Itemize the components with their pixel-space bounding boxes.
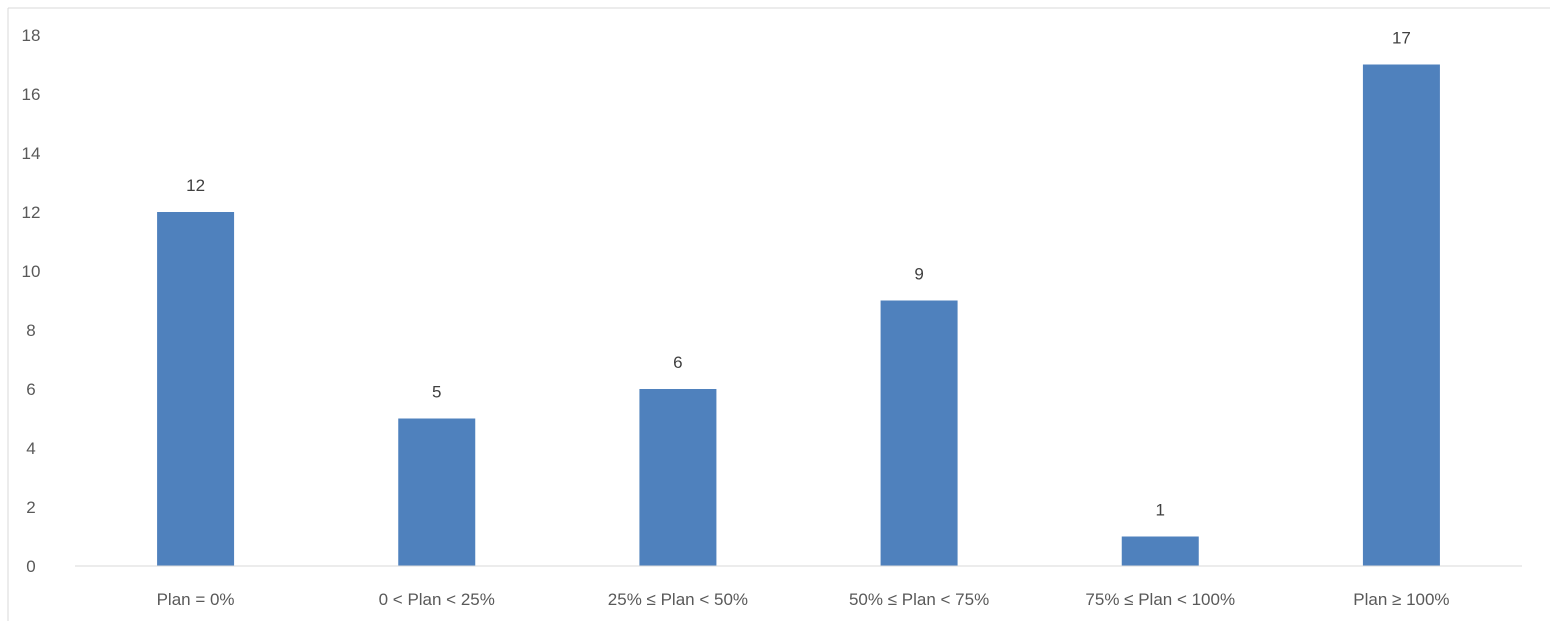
data-label: 12 xyxy=(186,176,205,195)
data-label: 9 xyxy=(914,265,923,284)
y-tick-label: 14 xyxy=(22,144,41,163)
data-label: 5 xyxy=(432,383,441,402)
bar xyxy=(157,212,235,566)
y-tick-label: 2 xyxy=(26,498,35,517)
x-tick-label: 75% ≤ Plan < 100% xyxy=(1085,590,1235,609)
x-tick-label: Plan = 0% xyxy=(157,590,235,609)
bar xyxy=(1121,536,1199,566)
x-tick-label: 0 < Plan < 25% xyxy=(379,590,495,609)
x-tick-label: 50% ≤ Plan < 75% xyxy=(849,590,989,609)
x-axis-tick-labels: Plan = 0% 0 < Plan < 25% 25% ≤ Plan < 50% 5… xyxy=(157,590,1450,609)
data-label: 6 xyxy=(673,353,682,372)
bar xyxy=(880,300,958,566)
data-label: 1 xyxy=(1156,501,1165,520)
y-axis-tick-labels: 0 2 4 6 8 10 12 14 16 18 xyxy=(22,26,41,576)
x-tick-label: Plan ≥ 100% xyxy=(1353,590,1449,609)
y-tick-label: 12 xyxy=(22,203,41,222)
y-tick-label: 18 xyxy=(22,26,41,45)
y-tick-label: 16 xyxy=(22,85,41,104)
data-label: 17 xyxy=(1392,29,1411,48)
bar xyxy=(639,389,717,566)
bar xyxy=(398,418,476,566)
data-labels: 12 5 6 9 1 17 xyxy=(186,29,1411,520)
y-tick-label: 4 xyxy=(26,439,35,458)
y-tick-label: 6 xyxy=(26,380,35,399)
y-tick-label: 8 xyxy=(26,321,35,340)
y-tick-label: 0 xyxy=(26,557,35,576)
bar-series xyxy=(157,64,1440,566)
bar xyxy=(1362,64,1440,566)
x-tick-label: 25% ≤ Plan < 50% xyxy=(608,590,748,609)
y-tick-label: 10 xyxy=(22,262,41,281)
